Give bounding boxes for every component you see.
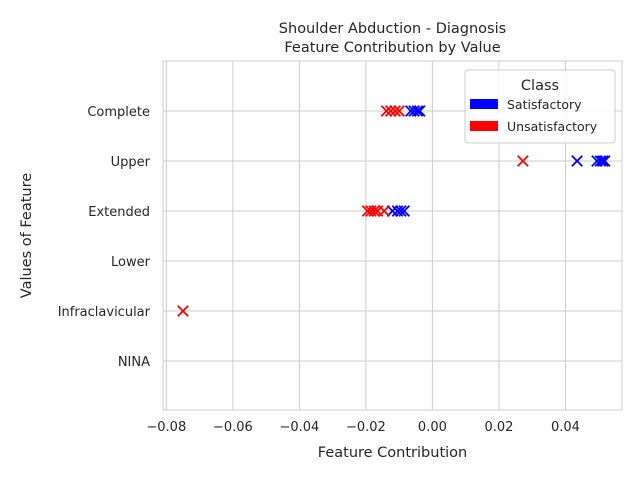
data-point-unsatisfactory [389, 105, 401, 117]
x-axis-title: Feature Contribution [318, 445, 467, 461]
legend-box [464, 69, 616, 144]
x-tick-label: 0.04 [551, 420, 580, 435]
legend-label-satisfactory: Satisfactory [507, 97, 582, 112]
chart-title-line-2: Feature Contribution by Value [284, 40, 500, 56]
data-point-unsatisfactory [517, 155, 529, 167]
y-tick-label: Complete [87, 105, 150, 120]
x-tick-label: −0.08 [146, 420, 186, 435]
y-tick-label: NINA [118, 355, 150, 370]
legend-label-unsatisfactory: Unsatisfactory [507, 119, 598, 134]
data-point-satisfactory [594, 155, 607, 167]
data-point-unsatisfactory [385, 105, 397, 117]
x-tick-label: −0.06 [213, 420, 253, 435]
data-point-satisfactory [596, 155, 609, 167]
chart-title-line-1: Shoulder Abduction - Diagnosis [279, 21, 506, 37]
data-point-satisfactory [386, 205, 399, 217]
data-point-satisfactory [398, 205, 410, 217]
data-point-unsatisfactory [378, 205, 391, 217]
data-point-satisfactory [408, 105, 420, 117]
y-tick-label: Extended [88, 205, 150, 220]
plot-frame [162, 60, 623, 411]
data-point-satisfactory [598, 155, 611, 167]
x-tick-label: 0.00 [418, 420, 447, 435]
data-point-unsatisfactory [393, 105, 405, 117]
data-point-satisfactory [394, 205, 407, 217]
data-point-unsatisfactory [380, 105, 393, 117]
y-axis-title: Values of Feature [19, 173, 35, 298]
data-point-unsatisfactory [177, 305, 189, 317]
y-tick-label: Upper [111, 155, 151, 170]
y-tick-label: Lower [111, 255, 151, 270]
data-point-satisfactory [413, 105, 426, 117]
x-tick-label: 0.02 [484, 420, 513, 435]
legend-title: Class [521, 78, 559, 94]
legend-swatch-unsatisfactory [470, 121, 498, 131]
ticks-layer: −0.08 −0.06 −0.04 −0.02 0.00 0.02 0.04 Complete… [58, 105, 580, 435]
marks-layer [177, 105, 611, 317]
legend-swatch-satisfactory [470, 99, 498, 109]
x-tick-label: −0.04 [279, 420, 319, 435]
data-point-unsatisfactory [368, 205, 381, 217]
data-point-satisfactory [411, 105, 424, 117]
legend: Class Satisfactory Unsatisfactory [464, 69, 616, 144]
x-tick-label: −0.02 [346, 420, 386, 435]
data-point-satisfactory [571, 155, 583, 167]
y-tick-label: Infraclavicular [58, 305, 151, 320]
